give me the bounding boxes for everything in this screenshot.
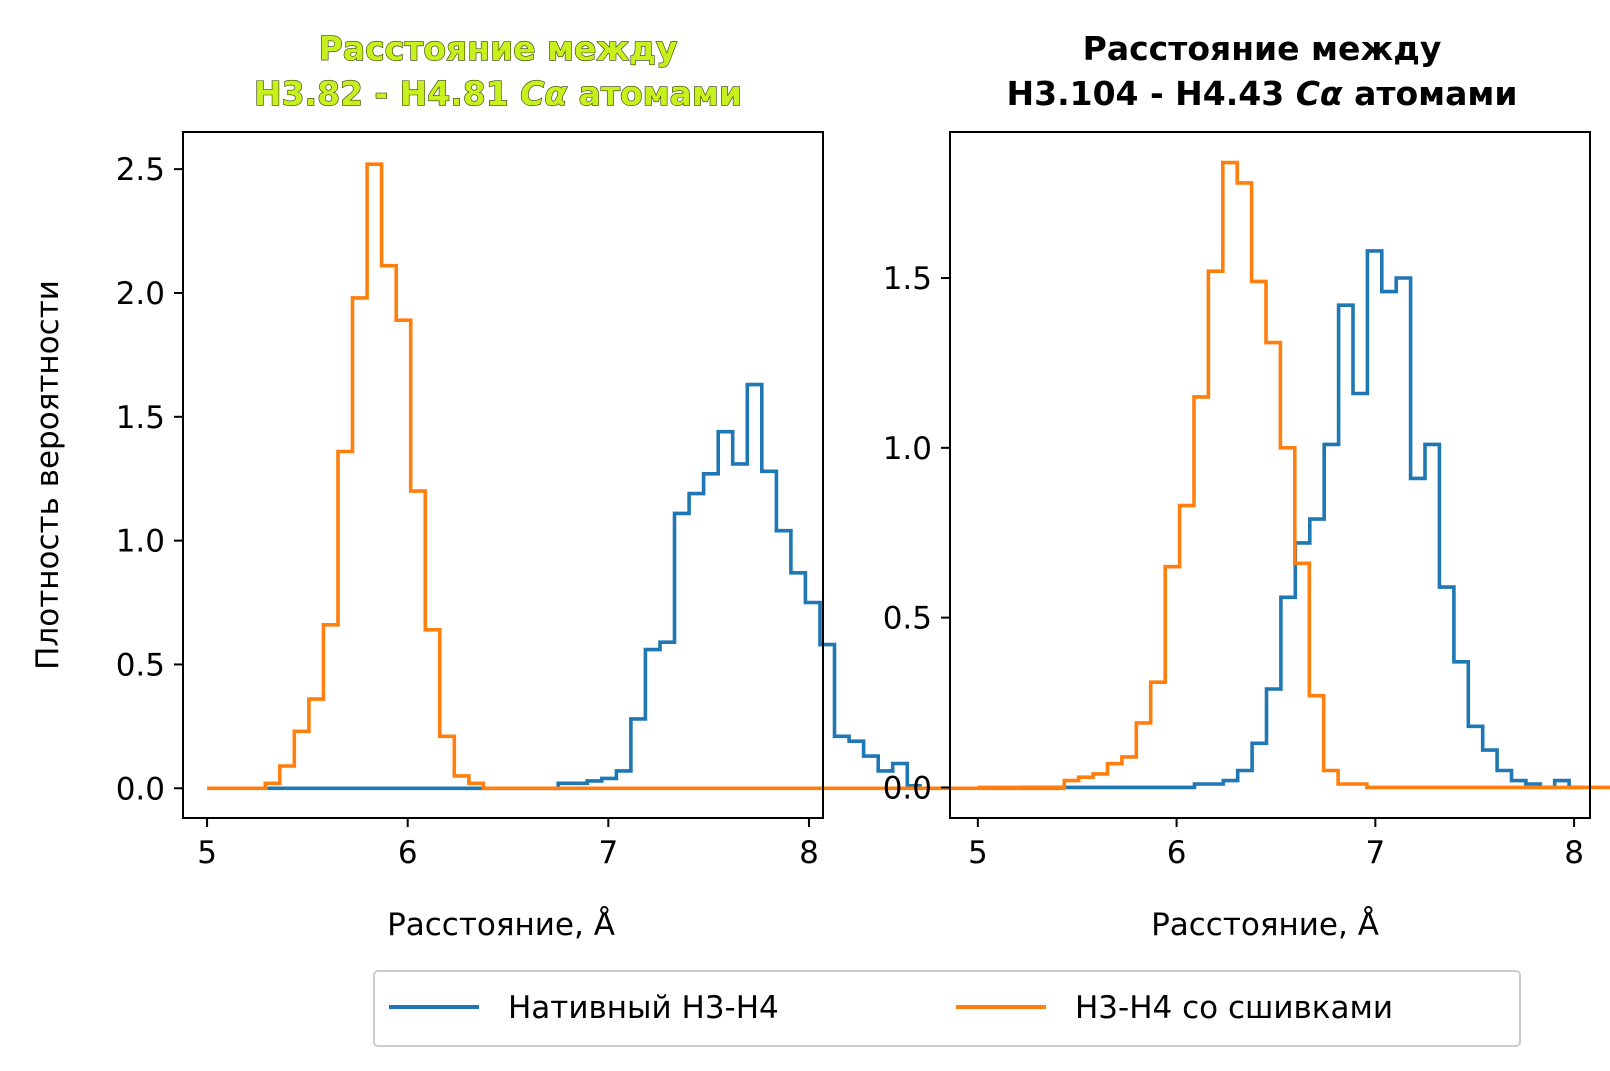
left-title-line2: H3.82 - H4.81 Cα атомами — [254, 74, 742, 113]
left-y-tick-label: 0.0 — [116, 771, 165, 807]
right-y-tick-label: 1.0 — [883, 431, 932, 467]
left-series-native-line — [267, 382, 922, 791]
right-title-line2: H3.104 - H4.43 Cα атомами — [1007, 74, 1518, 113]
left-y-tick-label: 1.5 — [116, 400, 165, 436]
right-y-tick-label: 1.5 — [883, 261, 932, 297]
right-panel: Расстояние между H3.104 - H4.43 Cα атома… — [883, 29, 1610, 943]
legend-frame — [373, 970, 1521, 1047]
right-x-tick-label: 5 — [968, 835, 988, 871]
right-series-native-line — [1021, 249, 1584, 790]
legend-label-native: Нативный H3-H4 — [508, 990, 779, 1026]
right-title-line1: Расстояние между — [1083, 29, 1442, 68]
left-axes-frame — [182, 131, 824, 819]
right-y-tick-label: 0.0 — [883, 770, 932, 806]
right-x-axis-label: Расстояние, Å — [1151, 907, 1379, 943]
left-x-axis-label: Расстояние, Å — [387, 907, 615, 943]
left-y-tick-label: 0.5 — [116, 647, 165, 683]
left-y-tick-label: 1.0 — [116, 524, 165, 560]
left-y-axis-label: Плотность вероятности — [30, 280, 66, 670]
left-plot-area: 5 6 7 8 0.0 0.5 1.0 1.5 2.0 2.5 — [116, 131, 1066, 871]
left-x-tick-label: 5 — [197, 835, 217, 871]
left-panel: Расстояние между H3.82 - H4.81 Cα атомам… — [30, 28, 1066, 943]
legend-label-crosslinked: H3-H4 со сшивками — [1075, 990, 1393, 1026]
left-series-crosslinked-line — [207, 162, 1066, 791]
left-x-tick-label: 7 — [598, 835, 618, 871]
right-x-tick-label: 7 — [1365, 835, 1385, 871]
left-y-tick-label: 2.0 — [116, 276, 165, 312]
right-plot-area: 5 6 7 8 0.0 0.5 1.0 1.5 — [883, 131, 1610, 871]
left-x-tick-label: 8 — [799, 835, 819, 871]
right-series-crosslinked-line — [977, 160, 1610, 790]
legend: Нативный H3-H4 H3-H4 со сшивками — [373, 970, 1521, 1047]
left-y-tick-label: 2.5 — [116, 152, 165, 188]
left-x-tick-label: 6 — [398, 835, 418, 871]
right-y-tick-label: 0.5 — [883, 601, 932, 637]
right-x-tick-label: 6 — [1167, 835, 1187, 871]
right-axes-frame — [949, 131, 1591, 819]
right-x-tick-label: 8 — [1564, 835, 1584, 871]
left-title-line1: Расстояние между — [319, 29, 678, 68]
